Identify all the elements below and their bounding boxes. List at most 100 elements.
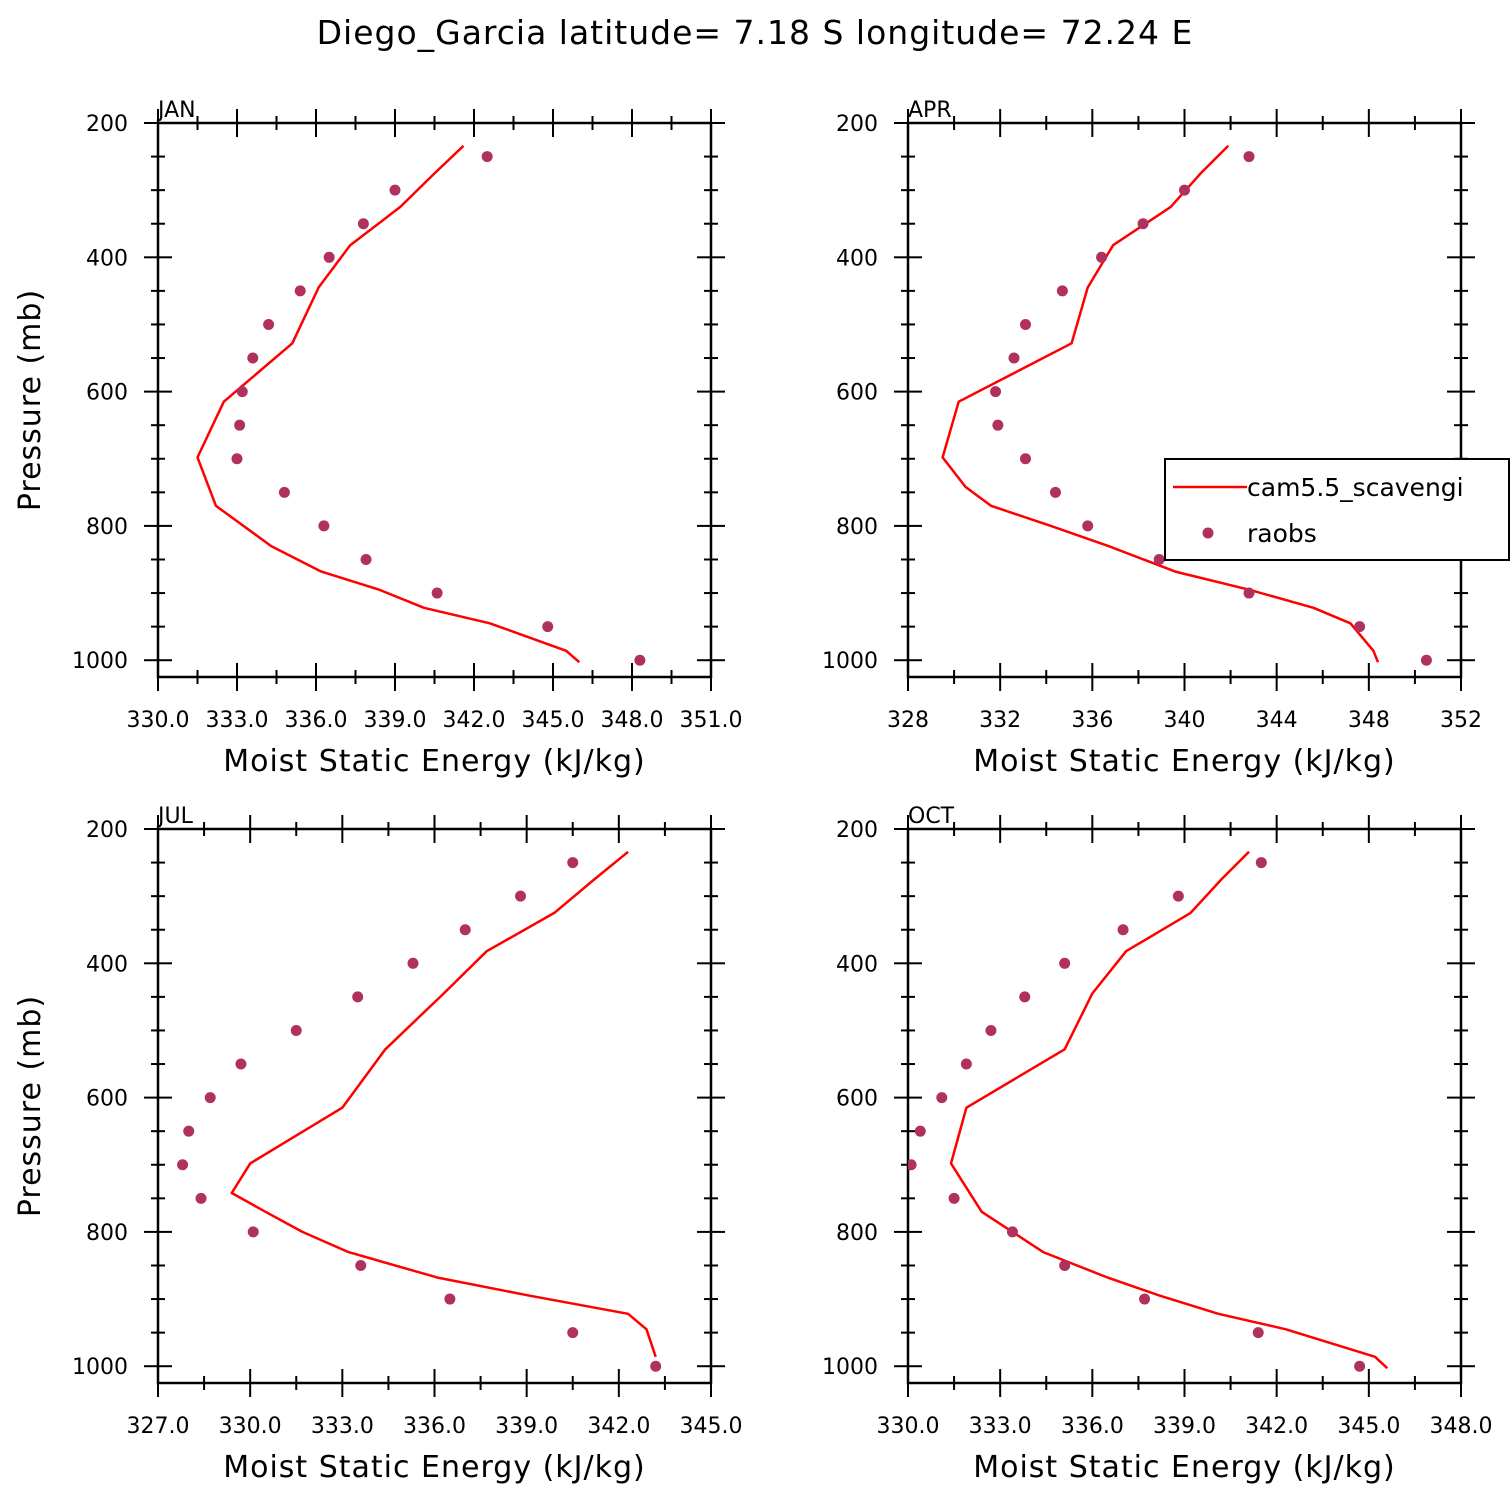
series-marker <box>231 151 646 666</box>
obs-point <box>407 957 419 969</box>
obs-point <box>1420 654 1432 666</box>
obs-point <box>650 1360 662 1372</box>
ytick-label: 800 <box>86 1221 128 1246</box>
xtick-label: 330.0 <box>877 1414 940 1439</box>
panel-jul: JUL 200 400 600 800 1000 327.0 330.0 333.0 336.0 3… <box>13 804 742 1485</box>
obs-point <box>481 151 493 163</box>
ytick-label: 600 <box>836 1087 878 1112</box>
xtick-label: 330.0 <box>127 708 190 733</box>
obs-point <box>1019 991 1031 1003</box>
ytick-label: 200 <box>836 112 878 137</box>
obs-point <box>1049 486 1061 498</box>
xtick-label: 348.0 <box>1430 1414 1493 1439</box>
obs-point <box>294 285 306 297</box>
series-marker <box>177 857 662 1372</box>
xtick-label: 333.0 <box>969 1414 1032 1439</box>
obs-point <box>985 1024 997 1036</box>
xtick-label: 340 <box>1164 708 1206 733</box>
panel-apr: APR 200 400 600 800 1000 328 332 336 340 344 348 352… <box>822 98 1482 779</box>
obs-point <box>542 621 554 633</box>
xtick-label: 333.0 <box>206 708 269 733</box>
ytick-label: 200 <box>836 818 878 843</box>
obs-point <box>960 1058 972 1070</box>
xtick-label: 342.0 <box>587 1414 650 1439</box>
ytick-label: 1000 <box>822 1355 878 1380</box>
legend-dot-swatch <box>1202 527 1214 539</box>
obs-point <box>1255 857 1267 869</box>
obs-point <box>235 1058 247 1070</box>
obs-point <box>357 218 369 230</box>
obs-point <box>318 520 330 532</box>
obs-point <box>1139 1293 1151 1305</box>
obs-point <box>567 1327 579 1339</box>
xtick-label: 336.0 <box>403 1414 466 1439</box>
series-line <box>196 144 581 664</box>
panel-oct: OCT 200 400 600 800 1000 330.0 333.0 336.0 339.0 3… <box>822 804 1492 1485</box>
obs-point <box>1243 151 1255 163</box>
obs-point <box>1056 285 1068 297</box>
ytick-label: 600 <box>86 381 128 406</box>
panel-label: JUL <box>156 804 194 829</box>
ytick-label: 1000 <box>822 649 878 674</box>
obs-point <box>1252 1327 1264 1339</box>
xtick-label: 345.0 <box>1337 1414 1400 1439</box>
obs-point <box>360 553 372 565</box>
ytick-label: 200 <box>86 818 128 843</box>
obs-point <box>1153 553 1165 565</box>
obs-point <box>515 890 527 902</box>
plot-frame <box>906 827 1463 1385</box>
obs-point <box>1059 1259 1071 1271</box>
obs-point <box>908 1159 917 1171</box>
ytick-label: 800 <box>836 515 878 540</box>
obs-point <box>914 1125 926 1137</box>
obs-point <box>459 924 471 936</box>
xtick-label: 351.0 <box>680 708 743 733</box>
obs-point <box>236 386 248 398</box>
series-marker <box>990 151 1432 666</box>
obs-point <box>1059 957 1071 969</box>
xtick-label: 339.0 <box>495 1414 558 1439</box>
obs-point <box>936 1092 948 1104</box>
ytick-label: 400 <box>836 952 878 977</box>
obs-point <box>1354 621 1366 633</box>
obs-point <box>1020 453 1032 465</box>
xtick-label: 339.0 <box>364 708 427 733</box>
obs-point <box>278 486 290 498</box>
obs-point <box>1020 318 1032 330</box>
xtick-label: 328 <box>887 708 929 733</box>
obs-point <box>1082 520 1094 532</box>
obs-point <box>183 1125 195 1137</box>
y-axis-title: Pressure (mb) <box>13 289 48 511</box>
xtick-label: 345.0 <box>522 708 585 733</box>
obs-point <box>1172 890 1184 902</box>
model-profile-line <box>196 144 581 664</box>
ytick-label: 800 <box>836 1221 878 1246</box>
xtick-label: 339.0 <box>1153 1414 1216 1439</box>
ytick-label: 800 <box>86 515 128 540</box>
series-line <box>949 850 1389 1370</box>
obs-point <box>247 1226 259 1238</box>
xtick-label: 345.0 <box>680 1414 743 1439</box>
panels: JAN 200 400 600 800 1000 330.0 333.0 336.0 339.0 3… <box>13 98 1492 1485</box>
xtick-label: 327.0 <box>127 1414 190 1439</box>
xtick-label: 336.0 <box>285 708 348 733</box>
figure-title: Diego_Garcia latitude= 7.18 S longitude=… <box>317 13 1194 52</box>
obs-point <box>1243 587 1255 599</box>
plot-frame <box>156 827 713 1385</box>
xtick-label: 348 <box>1348 708 1390 733</box>
obs-point <box>1117 924 1129 936</box>
xtick-label: 342.0 <box>1245 1414 1308 1439</box>
model-profile-line <box>949 850 1389 1370</box>
ytick-label: 400 <box>86 246 128 271</box>
obs-point <box>634 654 646 666</box>
obs-point <box>389 184 401 196</box>
panel-jan: JAN 200 400 600 800 1000 330.0 333.0 336.0 339.0 3… <box>13 98 742 779</box>
ytick-label: 400 <box>836 246 878 271</box>
obs-point <box>234 419 246 431</box>
obs-point <box>263 318 275 330</box>
xtick-label: 333.0 <box>311 1414 374 1439</box>
obs-point <box>1008 352 1020 364</box>
obs-point <box>177 1159 189 1171</box>
ytick-label: 400 <box>86 952 128 977</box>
